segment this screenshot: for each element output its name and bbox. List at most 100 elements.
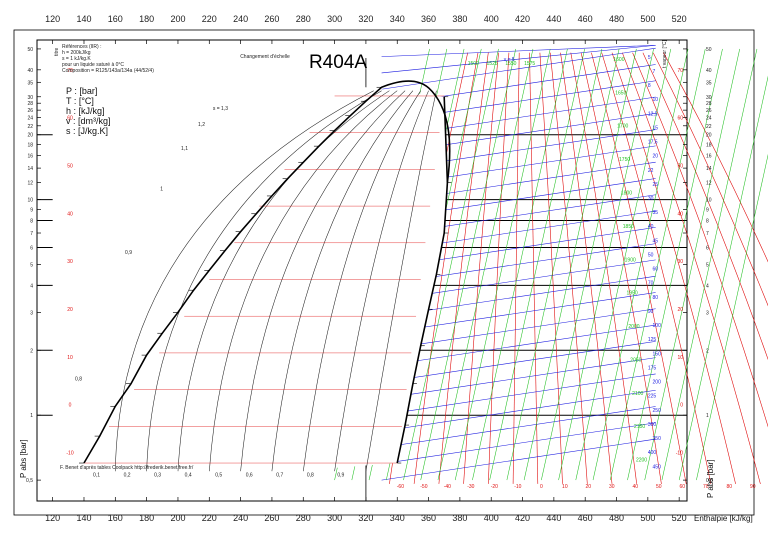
x-tick-label-top: 300 <box>327 14 342 24</box>
x-tick-label-top: 280 <box>296 14 311 24</box>
quality-curve <box>303 90 421 472</box>
x-tick-label-bottom: 140 <box>76 513 91 523</box>
entropy-green-label: 2000 <box>628 324 639 330</box>
isotherm-curve <box>642 52 768 361</box>
entropy-label: 1,2 <box>198 122 205 128</box>
entropy-top-label: 1550 <box>505 61 516 67</box>
quality-curve <box>177 90 390 472</box>
volume-label: 250 <box>653 408 662 414</box>
quality-label: 0,5 <box>215 472 222 478</box>
y-tick-label-left: 28 <box>27 101 33 107</box>
x-tick-label-top: 120 <box>45 14 60 24</box>
x-tick-label-bottom: 180 <box>139 513 154 523</box>
y-tick-label-right: 12 <box>706 181 712 187</box>
volume-label: 225 <box>648 394 657 400</box>
isentrope-line <box>506 48 603 481</box>
quality-curve <box>334 90 429 472</box>
left-titre-label: titre <box>54 47 60 56</box>
volume-label: 70 <box>648 281 654 287</box>
quality-label: 0,3 <box>154 472 161 478</box>
isentrope-line <box>696 153 768 481</box>
y-tick-label-right: 20 <box>706 133 712 139</box>
volume-label: 35 <box>653 210 659 216</box>
y-tick-label-left: 18 <box>27 143 33 149</box>
volume-label: 5 <box>648 55 651 61</box>
temp-bottom-label: 70 <box>703 484 709 490</box>
quality-curve <box>365 90 437 472</box>
temp-label-left: 40 <box>67 211 73 217</box>
y-tick-label-right: 50 <box>706 47 712 53</box>
volume-label: 20 <box>653 154 659 160</box>
y-tick-label-left: 0,5 <box>26 478 33 484</box>
y-axis-label-left: P abs [bar] <box>19 439 28 478</box>
temp-bottom-label: 50 <box>656 484 662 490</box>
x-tick-label-bottom: 260 <box>264 513 279 523</box>
scale-change-label: Changement d'échelle <box>240 54 290 60</box>
isentrope-line <box>541 48 637 481</box>
temp-label-left: 70 <box>67 68 73 74</box>
inner-frame <box>36 39 688 502</box>
isochore-line <box>381 357 656 399</box>
isochore-line <box>381 292 656 334</box>
isochore-line <box>381 44 656 74</box>
volume-label: 90 <box>648 309 654 315</box>
isotherm-curve <box>632 52 768 428</box>
entropy-label: 0,9 <box>125 250 132 256</box>
isentrope-line <box>661 48 758 481</box>
temp-label-right: -10 <box>676 450 683 456</box>
entropy-top-label: 1500 <box>468 61 479 67</box>
x-tick-label-bottom: 480 <box>609 513 624 523</box>
y-tick-label-left: 6 <box>30 245 33 251</box>
y-tick-label-left: 50 <box>27 47 33 53</box>
isentrope-line <box>523 48 620 481</box>
y-tick-label-left: 20 <box>27 133 33 139</box>
y-tick-label-left: 16 <box>27 154 33 160</box>
isochore-line <box>381 324 656 367</box>
volume-label: 7 <box>653 69 656 75</box>
temp-bottom-label: 10 <box>562 484 568 490</box>
quality-curve <box>240 90 406 472</box>
x-tick-label-top: 140 <box>76 14 91 24</box>
isotherm-curve <box>622 52 761 484</box>
y-tick-label-right: 4 <box>706 283 709 289</box>
temp-label-left: -10 <box>66 450 73 456</box>
temp-label-right: 50 <box>677 163 683 169</box>
x-tick-label-bottom: 360 <box>421 513 436 523</box>
isotherm-curve <box>463 52 499 484</box>
isochore-line <box>381 341 656 383</box>
y-tick-label-right: 10 <box>706 198 712 204</box>
volume-label: 100 <box>653 323 662 329</box>
entropy-green-label: 1950 <box>627 291 638 297</box>
isochore-line <box>381 438 656 481</box>
isochore-line <box>381 422 656 465</box>
y-axis-label-right: P abs [bar] <box>706 459 715 498</box>
temp-bottom-label: 60 <box>680 484 686 490</box>
entropy-top-label: 1525 <box>487 61 498 67</box>
isotherm-curve <box>549 52 588 484</box>
quality-label: 0,8 <box>307 472 314 478</box>
volume-label: 125 <box>648 337 657 343</box>
volume-label: 150 <box>653 351 662 357</box>
x-tick-label-top: 160 <box>108 14 123 24</box>
units-legend-line: T : [°C] <box>66 96 94 106</box>
reference-line: h = 200kJ/kg <box>62 50 91 56</box>
y-tick-label-right: 1 <box>706 413 709 419</box>
y-tick-label-right: 9 <box>706 207 709 213</box>
volume-label: 45 <box>653 238 659 244</box>
isentrope-line <box>627 48 723 481</box>
x-tick-label-top: 260 <box>264 14 279 24</box>
volume-label: 10 <box>653 97 659 103</box>
x-tick-label-top: 200 <box>170 14 185 24</box>
temp-label-right: 70 <box>677 68 683 74</box>
volume-label: 450 <box>653 464 662 470</box>
volume-label: 15 <box>653 125 659 131</box>
y-tick-label-left: 8 <box>30 219 33 225</box>
y-tick-label-left: 4 <box>30 283 33 289</box>
y-tick-label-right: 0,5 <box>706 478 713 484</box>
x-tick-label-top: 360 <box>421 14 436 24</box>
y-tick-label-right: 5 <box>706 263 709 269</box>
x-tick-label-top: 480 <box>609 14 624 24</box>
isotherm-curve <box>580 52 662 484</box>
units-legend-line: v : [dm³/kg] <box>66 116 111 126</box>
isentrope-line <box>644 48 740 481</box>
